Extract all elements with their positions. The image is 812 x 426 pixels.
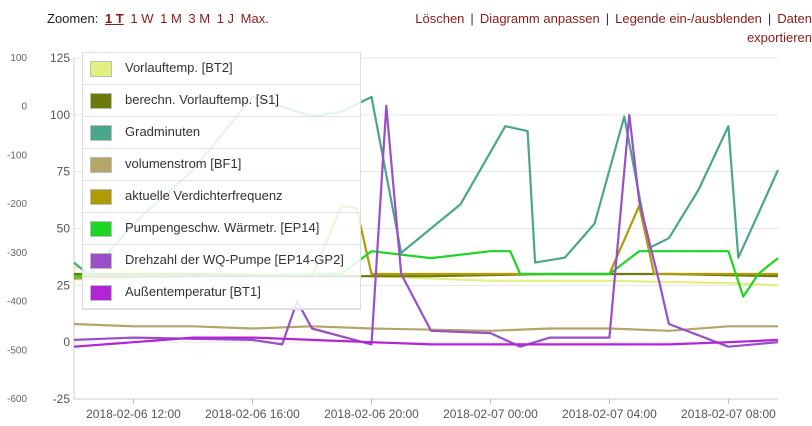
legend-label: aktuelle Verdichterfrequenz (125, 188, 283, 203)
chart-legend: Vorlauftemp. [BT2] berechn. Vorlauftemp. … (82, 52, 361, 310)
zoom-option-1-week[interactable]: 1 W (130, 11, 154, 26)
toggle-legend-link[interactable]: Legende ein-/ausblenden (615, 11, 762, 26)
y-axis-left-tick-label: -25 (53, 392, 71, 406)
legend-label: Pumpengeschw. Wärmetr. [EP14] (125, 220, 320, 235)
legend-divider (83, 212, 360, 213)
x-axis-tick-label: 2018-02-06 20:00 (324, 407, 419, 421)
separator: | (605, 11, 610, 26)
legend-label: Vorlauftemp. [BT2] (125, 60, 233, 75)
legend-divider (83, 276, 360, 277)
x-axis-tick-label: 2018-02-06 16:00 (205, 407, 300, 421)
zoom-option-1-year[interactable]: 1 J (216, 11, 235, 26)
legend-divider (83, 180, 360, 181)
y-axis-left-tick-label: 50 (57, 222, 71, 236)
x-axis-tick-label: 2018-02-07 08:00 (681, 407, 776, 421)
legend-swatch (90, 189, 112, 205)
legend-item[interactable]: Drehzahl der WQ-Pumpe [EP14-GP2] (83, 245, 360, 277)
legend-swatch (90, 61, 112, 77)
legend-divider (83, 116, 360, 117)
x-axis-tick-label: 2018-02-06 12:00 (86, 407, 181, 421)
legend-label: volumenstrom [BF1] (125, 156, 242, 171)
export-data-link-continued[interactable]: exportieren (746, 30, 812, 45)
legend-swatch (90, 125, 112, 141)
legend-divider (83, 308, 360, 309)
y-axis-right-tick-label: 100 (10, 53, 27, 64)
legend-item[interactable]: Gradminuten (83, 117, 360, 149)
legend-divider (83, 244, 360, 245)
legend-label: Drehzahl der WQ-Pumpe [EP14-GP2] (125, 252, 344, 267)
zoom-option-1-month[interactable]: 1 M (160, 11, 182, 26)
legend-label: berechn. Vorlauftemp. [S1] (125, 92, 279, 107)
chart-actions: Löschen | Diagramm anpassen | Legende ein-/a… (415, 11, 812, 26)
series-line-au-entemperatur-bt1 (73, 336, 779, 348)
legend-label: Außentemperatur [BT1] (125, 284, 261, 299)
legend-item[interactable]: Außentemperatur [BT1] (83, 277, 360, 309)
zoom-option-3-months[interactable]: 3 M (188, 11, 211, 26)
legend-divider (83, 84, 360, 85)
y-axis-right-tick-label: -600 (7, 394, 27, 405)
y-axis-left-tick-label: 25 (57, 278, 71, 292)
legend-swatch (90, 285, 112, 301)
legend-swatch (90, 221, 112, 237)
legend-item[interactable]: Pumpengeschw. Wärmetr. [EP14] (83, 213, 360, 245)
export-data-link[interactable]: Daten (777, 11, 812, 26)
zoom-option-1-day[interactable]: 1 T (104, 11, 124, 26)
y-axis-left-tick-label: 125 (50, 51, 70, 65)
delete-link[interactable]: Löschen (415, 11, 465, 26)
legend-swatch (90, 157, 112, 173)
y-axis-left-tick-label: 75 (57, 165, 71, 179)
y-axis-right-tick-label: 0 (21, 102, 27, 113)
customize-chart-link[interactable]: Diagramm anpassen (479, 11, 600, 26)
separator: | (470, 11, 474, 26)
y-axis-right-tick-label: -500 (7, 345, 27, 356)
zoom-controls: Zoomen: 1 T 1 W 1 M 3 M 1 J Max. (47, 11, 269, 26)
chart-toolbar: Zoomen: 1 T 1 W 1 M 3 M 1 J Max. Löschen… (0, 0, 812, 50)
x-axis-tick-label: 2018-02-07 00:00 (443, 407, 538, 421)
legend-item[interactable]: berechn. Vorlauftemp. [S1] (83, 85, 360, 117)
y-axis-left-tick-label: 0 (63, 335, 70, 349)
legend-item[interactable]: aktuelle Verdichterfrequenz (83, 181, 360, 213)
line-chart: 125 100 75 50 25 0 -25 100 0 -100 -200 -300 -400 -500… (7, 51, 780, 421)
legend-item[interactable]: Vorlauftemp. [BT2] (83, 53, 360, 85)
y-axis-right-tick-label: -300 (7, 248, 27, 259)
y-axis-right-tick-label: -200 (7, 199, 27, 210)
x-axis-tick-label: 2018-02-07 04:00 (562, 407, 657, 421)
separator: | (767, 11, 772, 26)
y-axis-left-tick-label: 100 (50, 108, 70, 122)
legend-item[interactable]: volumenstrom [BF1] (83, 149, 360, 181)
legend-swatch (90, 253, 112, 269)
y-axis-right-tick-label: -100 (7, 150, 27, 161)
legend-swatch (90, 93, 112, 109)
zoom-option-max[interactable]: Max. (240, 11, 269, 26)
series-line-drehzahl-der-wq-pumpe-ep14-gp2 (73, 104, 779, 348)
legend-divider (83, 148, 360, 149)
zoom-label: Zoomen: (47, 11, 99, 26)
y-axis-right-tick-label: -400 (7, 297, 27, 308)
legend-label: Gradminuten (125, 124, 201, 139)
